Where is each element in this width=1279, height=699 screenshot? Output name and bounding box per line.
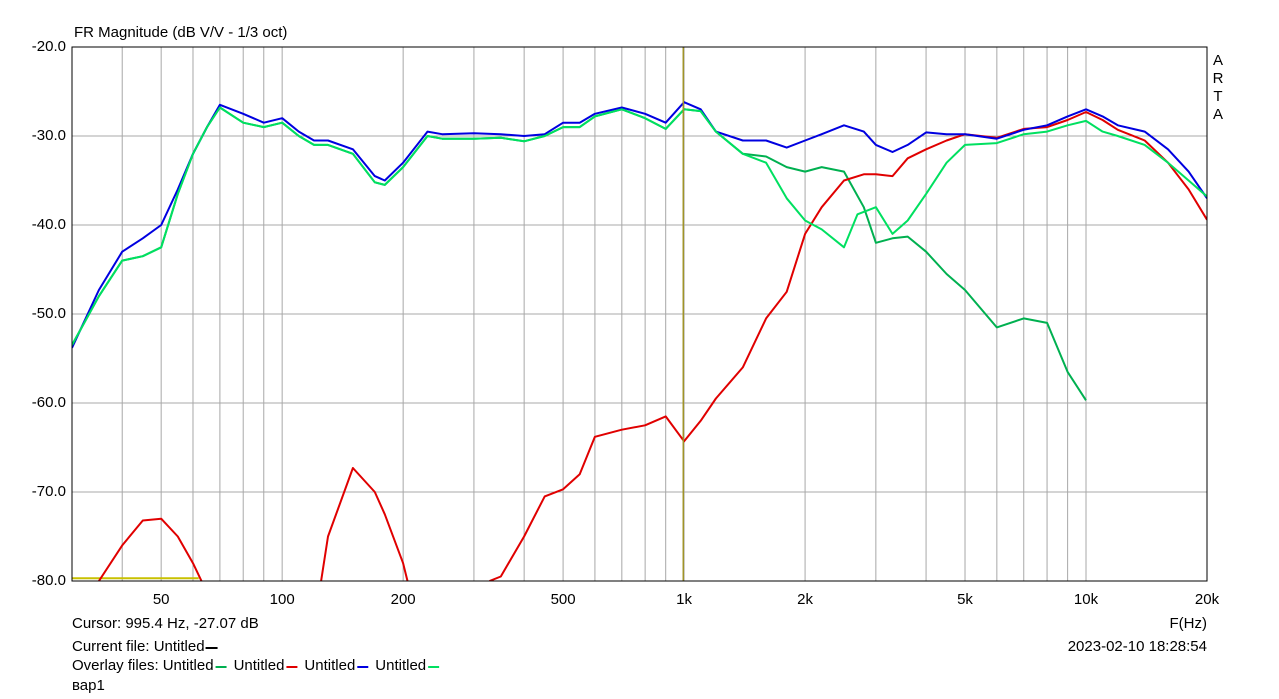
x-tick-label: 5k bbox=[957, 591, 973, 608]
current-file-label: Current file: Untitled bbox=[72, 638, 205, 655]
y-tick-label: -60.0 bbox=[32, 394, 66, 411]
x-axis-label: F(Hz) bbox=[1170, 615, 1208, 632]
x-tick-label: 100 bbox=[270, 591, 295, 608]
x-tick-label: 50 bbox=[153, 591, 170, 608]
plot-area bbox=[72, 47, 1207, 581]
y-tick-label: -70.0 bbox=[32, 483, 66, 500]
watermark: ARTA bbox=[1210, 52, 1227, 124]
cursor-readout: Cursor: 995.4 Hz, -27.07 dB bbox=[72, 615, 259, 632]
x-tick-label: 20k bbox=[1195, 591, 1220, 608]
x-tick-label: 1k bbox=[676, 591, 692, 608]
legend-label: Untitled bbox=[163, 657, 214, 674]
legend-label: Untitled bbox=[304, 657, 355, 674]
x-tick-label: 200 bbox=[391, 591, 416, 608]
grid bbox=[72, 46, 1208, 582]
series-line bbox=[98, 111, 1207, 581]
x-tick-label: 500 bbox=[551, 591, 576, 608]
timestamp: 2023-02-10 18:28:54 bbox=[1068, 638, 1207, 655]
y-tick-label: -30.0 bbox=[32, 127, 66, 144]
x-tick-label: 10k bbox=[1074, 591, 1099, 608]
y-tick-label: -50.0 bbox=[32, 305, 66, 322]
y-tick-label: -20.0 bbox=[32, 38, 66, 55]
y-tick-label: -40.0 bbox=[32, 216, 66, 233]
series-line bbox=[72, 106, 1207, 346]
chart-title: FR Magnitude (dB V/V - 1/3 oct) bbox=[74, 24, 287, 41]
overlay-label: Overlay files: bbox=[72, 657, 159, 674]
plot-frame bbox=[71, 46, 1208, 582]
legend-label: Untitled bbox=[375, 657, 426, 674]
legend-label: Untitled bbox=[234, 657, 285, 674]
x-tick-label: 2k bbox=[797, 591, 813, 608]
axis-labels: -20.0 -30.0 -40.0 -50.0 -60.0 -70.0 -80.0 50 100… bbox=[32, 38, 1220, 608]
series-line bbox=[72, 101, 1207, 349]
note: вар1 bbox=[72, 677, 105, 694]
y-tick-label: -80.0 bbox=[32, 572, 66, 589]
